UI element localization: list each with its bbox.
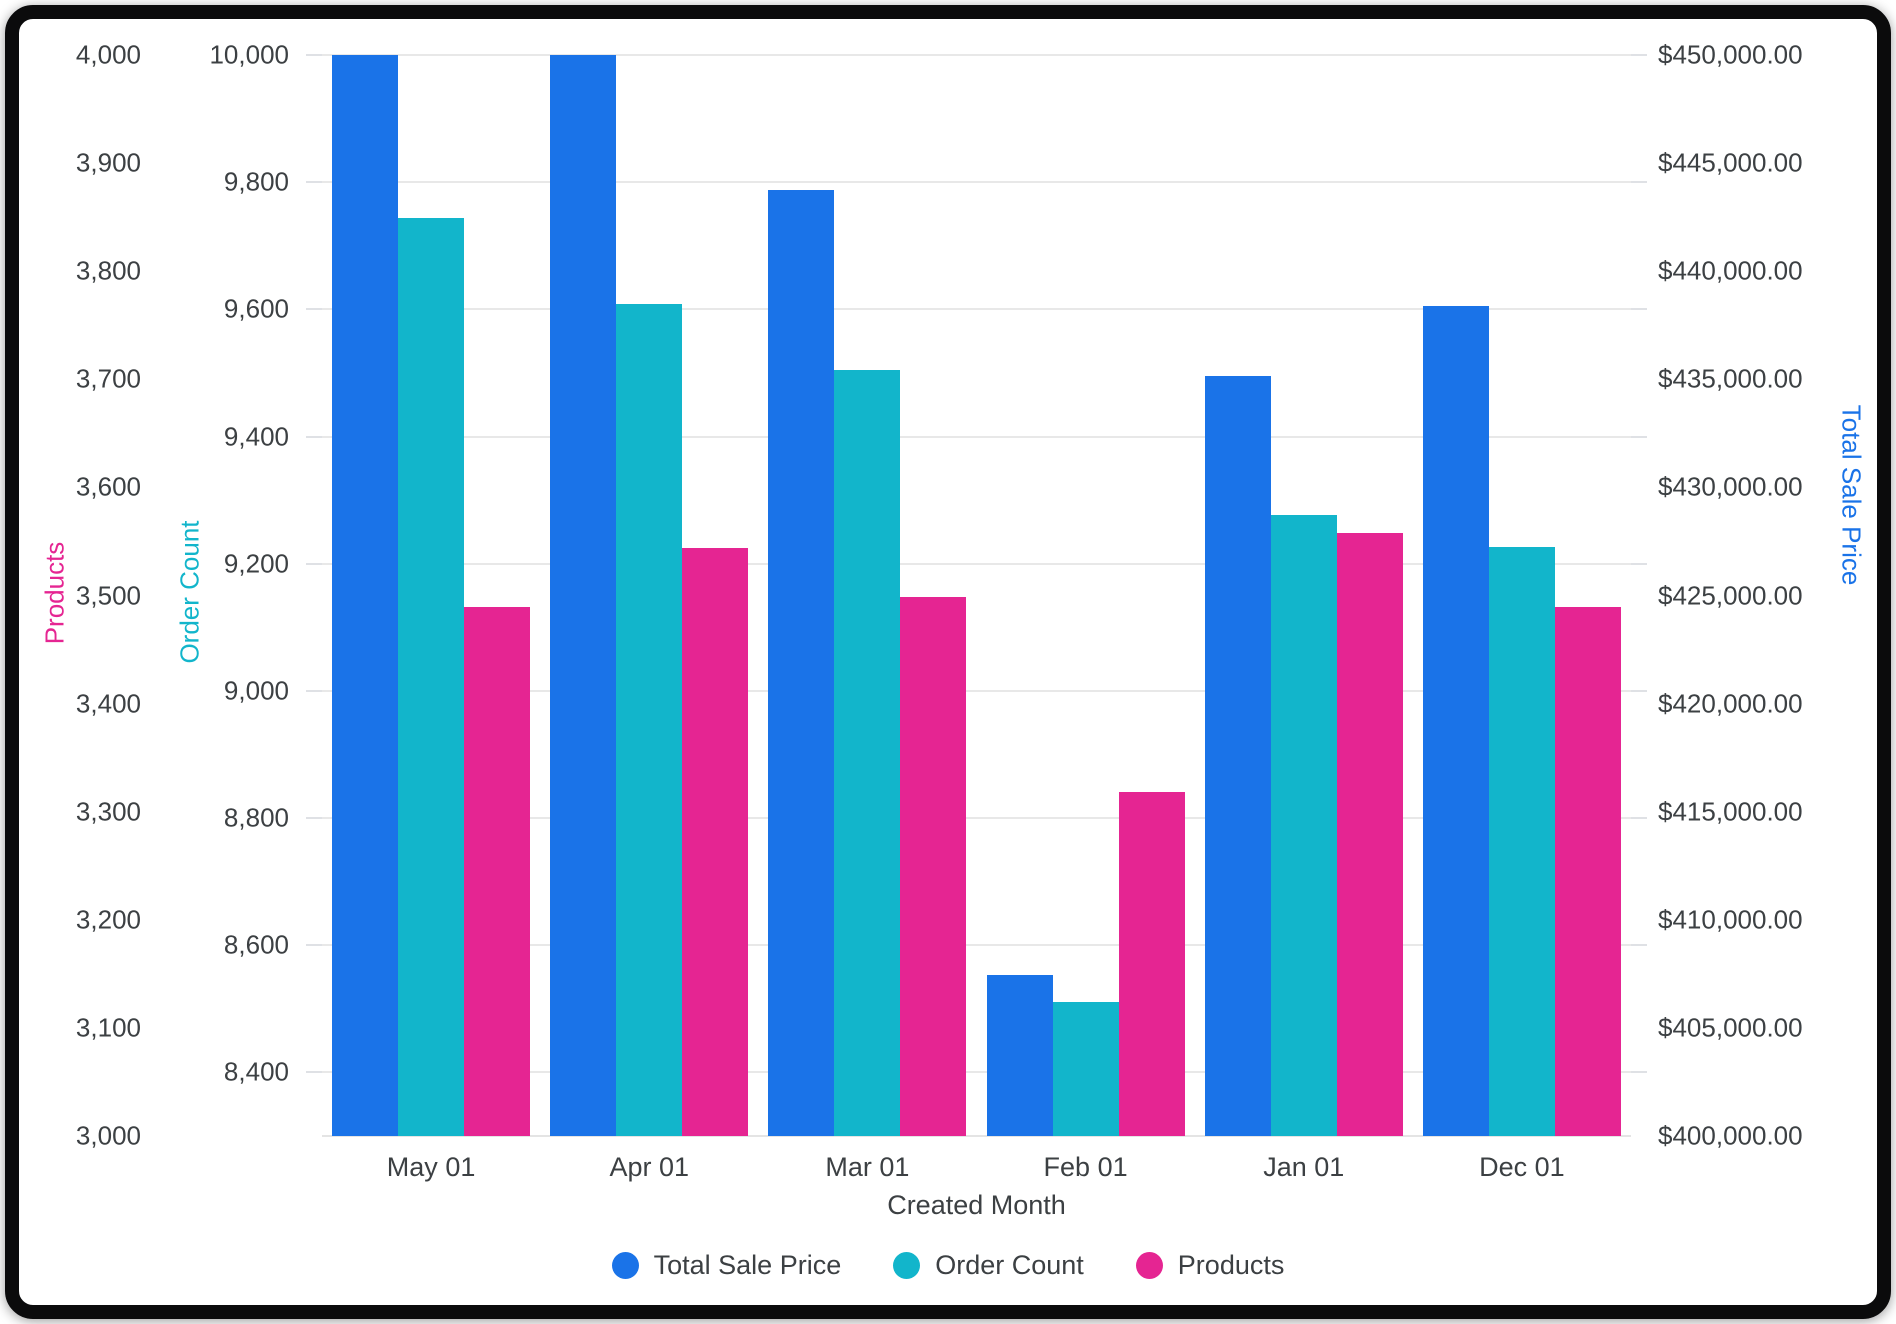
bar-total-sale-price-mar-01[interactable] [768, 190, 835, 1136]
axis-tick [1631, 562, 1647, 565]
products-tick-label: 3,700 [75, 363, 141, 394]
total-sale-price-tick-label: $435,000.00 [1658, 363, 1803, 394]
bar-total-sale-price-may-01[interactable] [332, 55, 399, 1136]
bar-products-jan-01[interactable] [1336, 532, 1403, 1136]
products-tick-label: 3,600 [75, 471, 141, 502]
legend: Total Sale Price Order Count Products [0, 1250, 1896, 1281]
legend-dot-products [1135, 1252, 1163, 1279]
axis-tick [1631, 435, 1647, 438]
legend-item-order-count[interactable]: Order Count [893, 1250, 1084, 1281]
total-sale-price-tick-label: $440,000.00 [1658, 255, 1803, 286]
x-tick-label: Dec 01 [1479, 1152, 1565, 1182]
total-sale-price-tick-label: $410,000.00 [1658, 904, 1803, 935]
x-tick-label: Mar 01 [825, 1152, 910, 1182]
products-tick-label: 3,400 [75, 688, 141, 719]
x-tick-label: Jan 01 [1263, 1152, 1345, 1182]
gridline [322, 689, 1631, 692]
axis-tick [1631, 1071, 1647, 1074]
legend-dot-order-count [893, 1252, 921, 1279]
x-tick-label: Apr 01 [609, 1152, 690, 1182]
order-count-tick-label: 8,600 [223, 929, 289, 960]
order-count-tick-label: 10,000 [209, 39, 289, 70]
x-axis-title: Created Month [887, 1190, 1066, 1220]
bar-total-sale-price-apr-01[interactable] [550, 55, 617, 1136]
total-sale-price-tick-label: $445,000.00 [1658, 147, 1803, 178]
bar-products-may-01[interactable] [464, 607, 531, 1136]
bar-total-sale-price-dec-01[interactable] [1422, 305, 1489, 1136]
axis-tick [306, 944, 322, 947]
total-sale-price-tick-label: $420,000.00 [1658, 688, 1803, 719]
order-count-tick-label: 9,600 [223, 293, 289, 324]
products-tick-label: 3,200 [75, 904, 141, 935]
legend-dot-total-sale-price [611, 1252, 639, 1279]
products-tick-label: 3,000 [75, 1120, 141, 1151]
axis-tick [306, 435, 322, 438]
bar-order-count-may-01[interactable] [398, 218, 465, 1136]
axis-tick [306, 1071, 322, 1074]
legend-item-products[interactable]: Products [1135, 1250, 1285, 1281]
x-axis-line [322, 1135, 1631, 1137]
order-count-tick-label: 9,000 [223, 675, 289, 706]
axis-tick [306, 54, 322, 56]
axis-tick [1631, 181, 1647, 184]
bar-order-count-apr-01[interactable] [616, 304, 683, 1136]
total-sale-price-tick-label: $430,000.00 [1658, 471, 1803, 502]
axis-tick [1631, 817, 1647, 820]
gridline [322, 817, 1631, 820]
gridline [322, 944, 1631, 947]
axis-tick [306, 689, 322, 692]
axis-tick [306, 562, 322, 565]
x-tick-label: May 01 [386, 1152, 476, 1182]
bar-products-apr-01[interactable] [682, 547, 749, 1136]
total-sale-price-tick-label: $400,000.00 [1658, 1120, 1803, 1151]
bar-order-count-mar-01[interactable] [834, 370, 901, 1136]
axis-tick [306, 817, 322, 820]
order-count-tick-label: 9,200 [223, 548, 289, 579]
total-sale-price-tick-label: $405,000.00 [1658, 1012, 1803, 1043]
bar-order-count-feb-01[interactable] [1052, 1002, 1119, 1136]
products-tick-label: 3,900 [75, 147, 141, 178]
order-count-tick-label: 8,800 [223, 802, 289, 833]
total-sale-price-axis-title: Total Sale Price [1836, 404, 1867, 586]
bar-total-sale-price-jan-01[interactable] [1204, 376, 1271, 1136]
bar-order-count-dec-01[interactable] [1488, 546, 1555, 1136]
order-count-axis-title: Order Count [174, 520, 205, 664]
gridline [322, 435, 1631, 438]
total-sale-price-tick-label: $450,000.00 [1658, 39, 1803, 70]
bar-total-sale-price-feb-01[interactable] [986, 974, 1053, 1136]
products-tick-label: 3,500 [75, 580, 141, 610]
axis-tick [306, 308, 322, 311]
order-count-tick-label: 9,800 [223, 166, 289, 197]
legend-label: Total Sale Price [653, 1250, 842, 1280]
axis-tick [306, 181, 322, 184]
products-tick-label: 3,100 [75, 1012, 141, 1043]
bar-order-count-jan-01[interactable] [1270, 514, 1337, 1136]
axis-tick [1631, 689, 1647, 692]
bar-products-dec-01[interactable] [1554, 607, 1621, 1136]
x-tick-label: Feb 01 [1043, 1152, 1128, 1182]
bar-products-mar-01[interactable] [900, 596, 967, 1136]
order-count-tick-label: 9,400 [223, 421, 289, 452]
bar-products-feb-01[interactable] [1118, 792, 1185, 1136]
order-count-tick-label: 8,400 [223, 1056, 289, 1087]
axis-tick [1631, 54, 1647, 56]
gridline [322, 562, 1631, 565]
gridline [322, 181, 1631, 184]
axis-tick [1631, 308, 1647, 311]
gridline [322, 1071, 1631, 1074]
legend-label: Products [1177, 1250, 1285, 1280]
gridline [322, 308, 1631, 311]
products-tick-label: 3,800 [75, 255, 141, 286]
gridline [322, 54, 1631, 56]
total-sale-price-tick-label: $415,000.00 [1658, 796, 1803, 827]
legend-item-total-sale-price[interactable]: Total Sale Price [611, 1250, 842, 1281]
legend-label: Order Count [935, 1250, 1084, 1280]
axis-tick [1631, 944, 1647, 947]
products-tick-label: 4,000 [75, 39, 141, 70]
total-sale-price-tick-label: $425,000.00 [1658, 580, 1803, 610]
products-tick-label: 3,300 [75, 796, 141, 827]
